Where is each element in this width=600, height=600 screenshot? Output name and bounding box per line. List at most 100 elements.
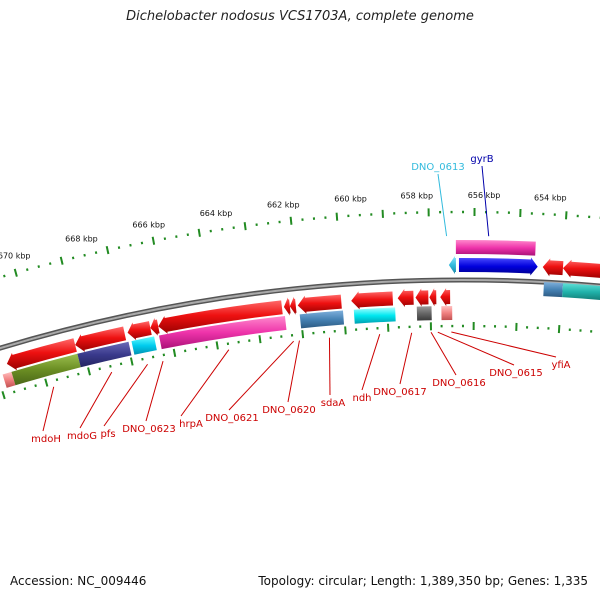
gene-label: hrpA	[179, 419, 203, 430]
outer-tick	[71, 256, 75, 260]
tick-label: 654 kbp	[534, 193, 567, 202]
outer-tick	[197, 228, 201, 237]
tick-label: 664 kbp	[200, 209, 233, 218]
gene-label: DNO_0617	[373, 387, 427, 398]
tick-label: 660 kbp	[334, 195, 367, 204]
accession-text: Accession: NC_009446	[10, 574, 147, 588]
gene-arrow	[429, 288, 437, 307]
gene-arrow	[127, 321, 152, 341]
genome-summary-text: Topology: circular; Length: 1,389,350 bp…	[258, 574, 588, 588]
gene-arrow	[297, 294, 342, 314]
gene-arrow	[397, 289, 414, 308]
gene-pfs	[131, 336, 157, 355]
leader-line	[328, 337, 331, 396]
tick-label: 670 kbp	[0, 252, 30, 261]
gene-label: DNO_0621	[205, 413, 259, 424]
outer-tick	[25, 268, 29, 272]
outer-tick	[565, 211, 568, 220]
inner-tick	[129, 357, 134, 366]
gene-dno-0613	[455, 240, 536, 256]
gene-teal	[562, 283, 600, 301]
gene-dno-0616	[416, 306, 432, 321]
outer-tick	[37, 265, 41, 269]
page-title: Dichelobacter nodosus VCS1703A, complete…	[126, 9, 474, 24]
gene-features	[2, 240, 600, 388]
leader-line	[437, 173, 448, 237]
inner-tick	[119, 362, 123, 366]
inner-tick	[34, 384, 37, 388]
inner-tick	[12, 390, 16, 394]
leader-line	[228, 340, 295, 411]
inner-tick	[344, 326, 347, 335]
inner-tick	[66, 375, 69, 379]
gene-arrow	[6, 338, 77, 371]
inner-tick	[77, 372, 80, 376]
outer-tick	[151, 236, 156, 245]
gene-arrow	[542, 258, 564, 277]
gene-arrow	[562, 259, 600, 278]
gene-hrpa	[159, 315, 287, 350]
gene-label: gyrB	[470, 154, 493, 165]
leader-line	[481, 165, 490, 237]
inner-tick	[109, 364, 112, 368]
gene-arrow	[283, 297, 291, 316]
leader-line	[399, 332, 413, 385]
tick-label: 656 kbp	[468, 191, 501, 200]
leader-line	[287, 340, 300, 403]
outer-tick	[59, 256, 64, 265]
outer-tick	[289, 216, 293, 225]
inner-tick	[557, 324, 561, 334]
gene-ndh	[353, 307, 396, 324]
leader-line	[361, 334, 381, 391]
inner-tick	[1, 391, 6, 400]
inner-tick	[55, 378, 59, 382]
tick-marks	[1, 208, 600, 400]
outer-tick	[48, 262, 52, 266]
outer-tick	[3, 274, 6, 278]
label-leader-lines	[42, 165, 557, 432]
gene-sdaa	[299, 310, 345, 329]
gene-label: sdaA	[321, 398, 346, 409]
outer-tick	[13, 268, 18, 277]
inner-tick	[258, 335, 262, 344]
leader-line	[180, 349, 230, 417]
inner-tick	[44, 378, 49, 387]
gene-arrow	[440, 288, 451, 307]
gene-label: DNO_0615	[489, 368, 543, 379]
leader-line	[430, 332, 457, 376]
leader-line	[451, 331, 557, 358]
outer-tick	[83, 253, 86, 257]
inner-tick	[87, 367, 91, 376]
gene-arrow	[158, 300, 283, 334]
gene-arrow	[75, 326, 127, 352]
gene-mdog	[77, 341, 132, 368]
gene-small-cyan	[448, 256, 456, 275]
gene-arrow	[150, 317, 160, 336]
tick-labels: 670 kbp 668 kbp 666 kbp 664 kbp 662 kbp 660 k…	[0, 191, 567, 261]
gene-label: ndh	[352, 393, 371, 404]
leader-line	[437, 331, 515, 366]
gene-label: yfiA	[551, 360, 570, 371]
gene-label: DNO_0616	[432, 378, 486, 389]
inner-tick	[215, 341, 219, 350]
gene-label: DNO_0623	[122, 424, 176, 435]
gene-label: mdoH	[31, 434, 61, 445]
gene-label: DNO_0620	[262, 405, 316, 416]
backbone-line	[0, 279, 600, 350]
gene-arrow	[351, 291, 394, 310]
gene-gyrb	[458, 257, 538, 276]
gene-steel	[543, 282, 563, 298]
leader-line	[103, 363, 148, 427]
gene-label: DNO_0613	[411, 162, 465, 173]
outer-tick	[335, 212, 339, 221]
gene-label: pfs	[100, 429, 115, 440]
tick-label: 662 kbp	[267, 201, 300, 210]
gene-label: mdoG	[67, 431, 97, 442]
tick-label: 666 kbp	[132, 220, 165, 229]
tick-label: 668 kbp	[65, 235, 98, 244]
outer-tick	[243, 222, 247, 231]
gene-box	[2, 371, 16, 388]
